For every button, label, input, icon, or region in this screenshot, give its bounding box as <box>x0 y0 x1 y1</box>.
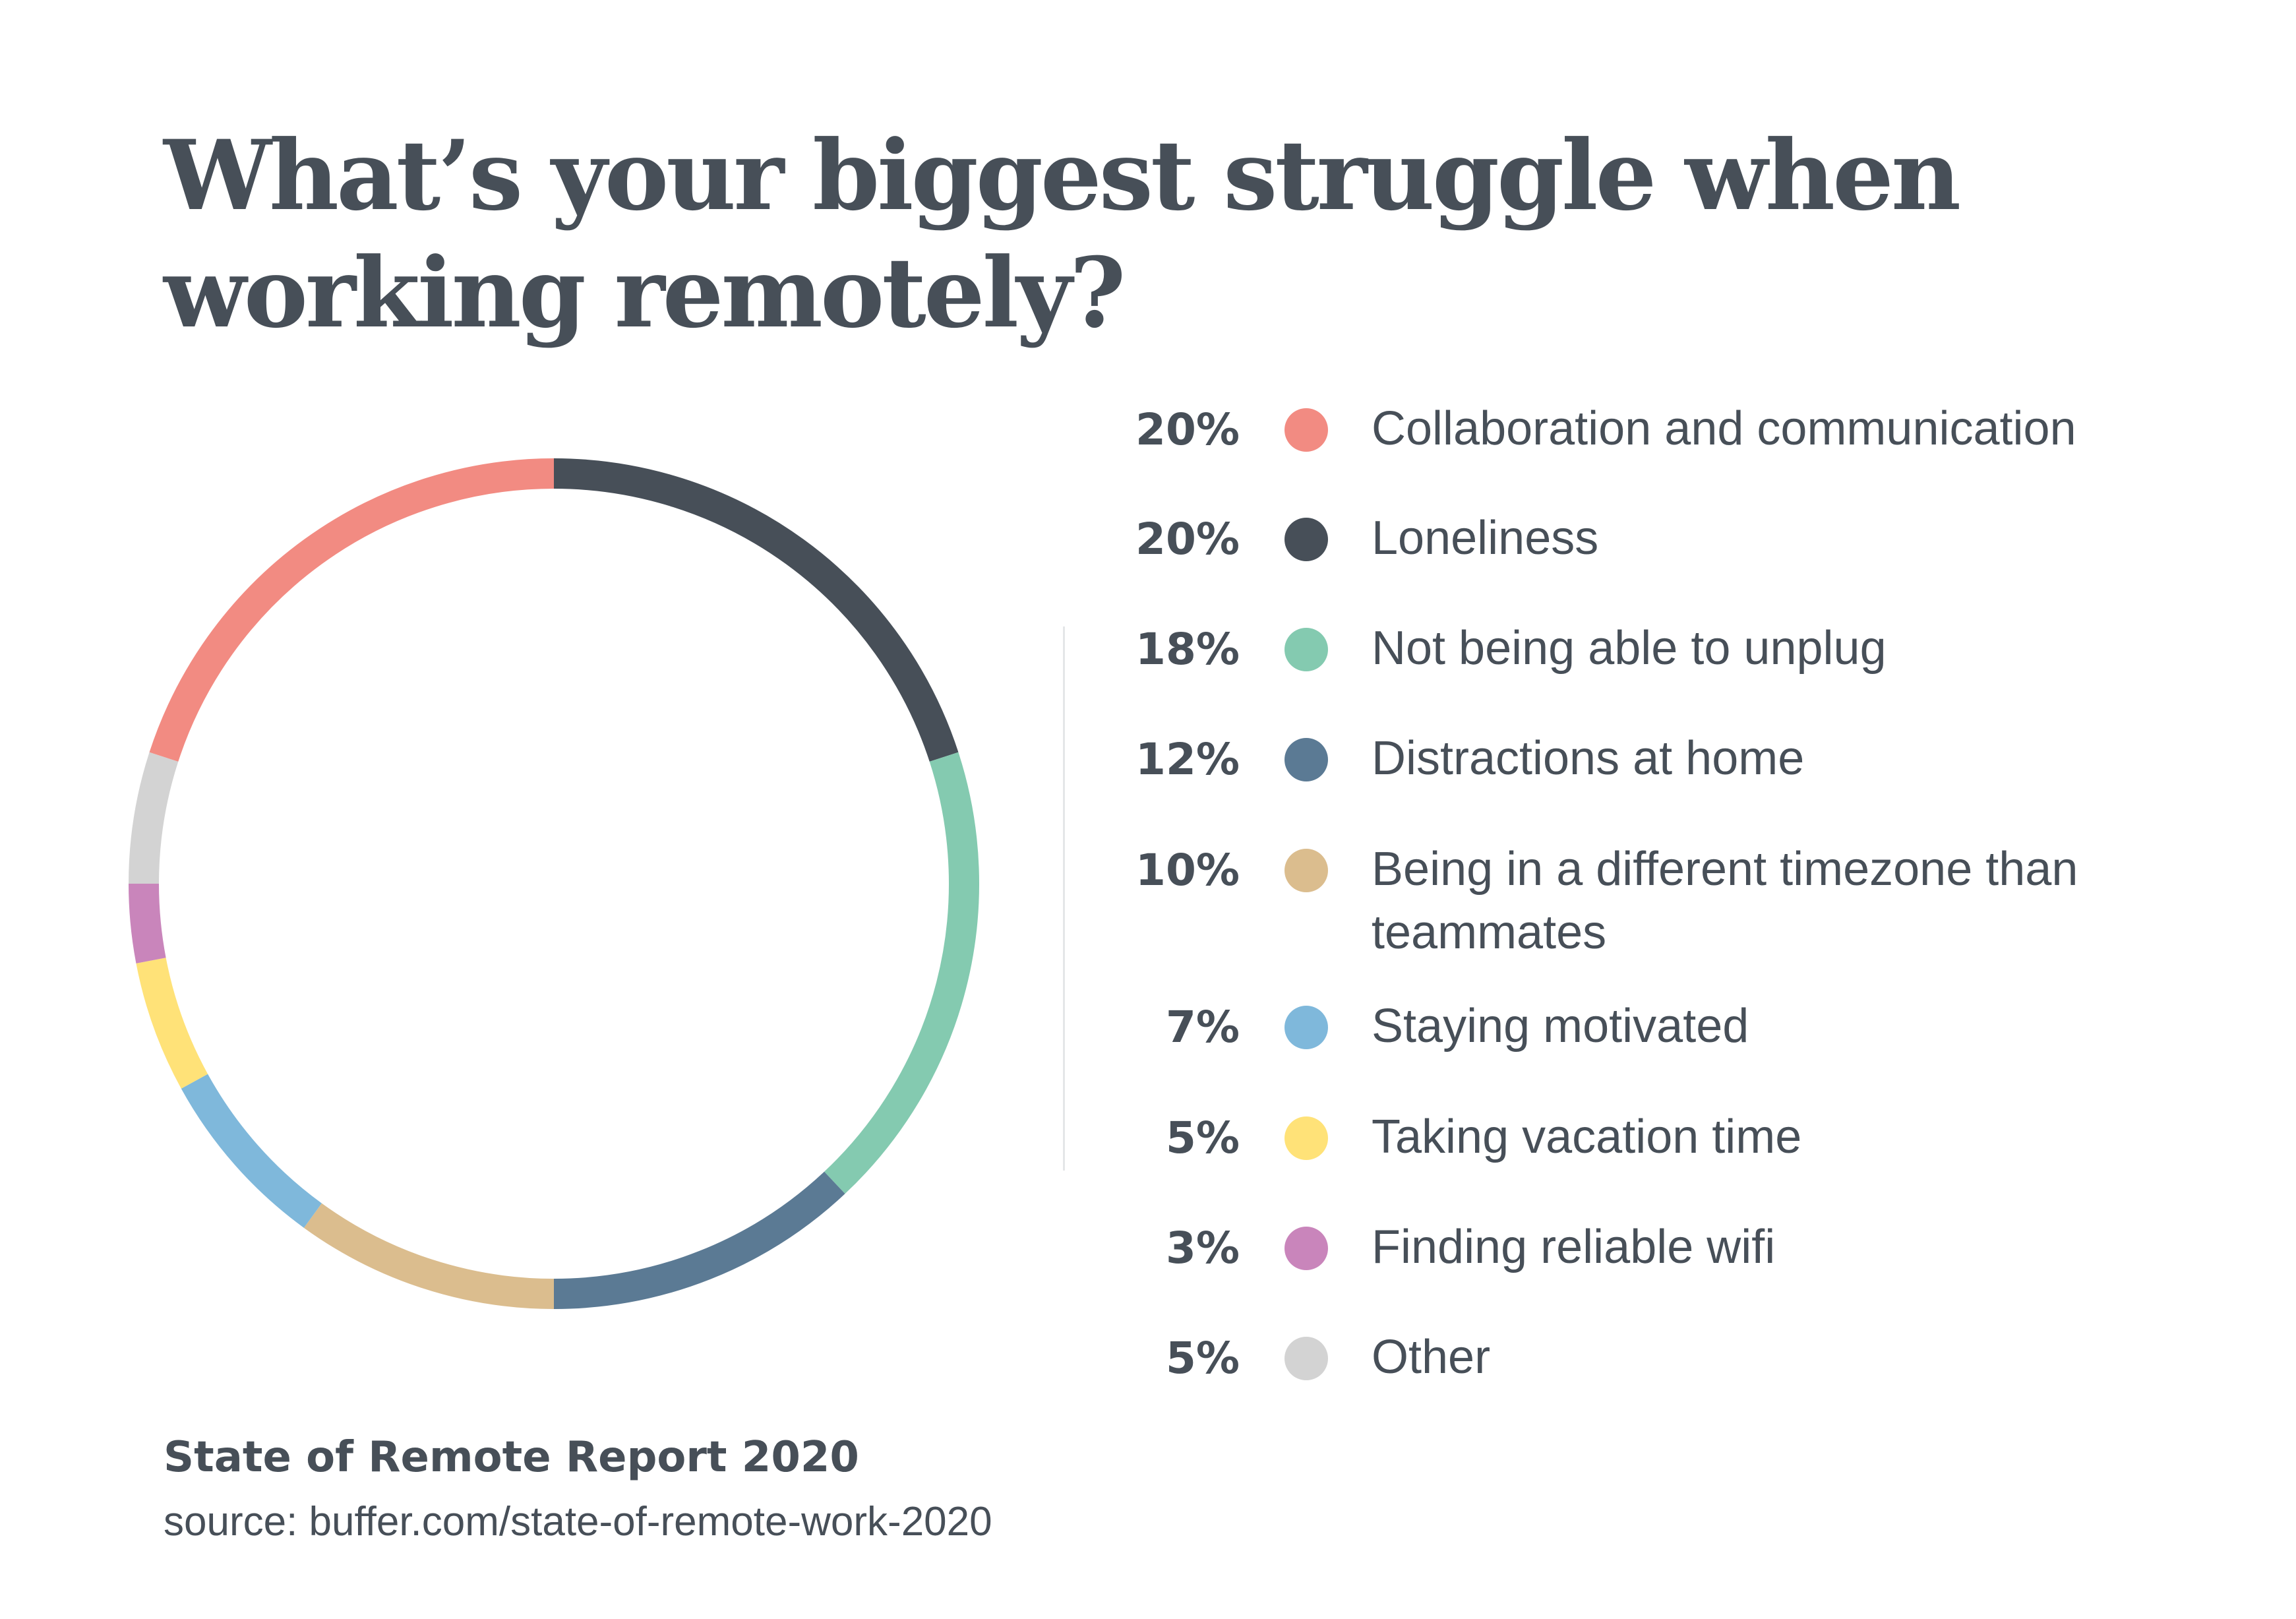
legend-label: Loneliness <box>1372 512 1599 565</box>
legend-percent: 5% <box>1165 1113 1240 1163</box>
legend-percent: 3% <box>1165 1223 1240 1273</box>
ring-segment-loneliness <box>553 458 959 762</box>
legend-color-dot <box>1284 1116 1328 1160</box>
legend-color-dot <box>1284 849 1328 892</box>
legend-color-dot <box>1284 1337 1328 1380</box>
legend-percent: 5% <box>1165 1333 1240 1384</box>
chart-title: What’s your biggest struggle when workin… <box>164 119 1961 350</box>
ring-segment-being-in-a-different-timezone-than-teammates <box>303 1203 555 1309</box>
ring-segment-finding-reliable-wifi <box>129 883 166 963</box>
legend-color-dot <box>1284 1006 1328 1049</box>
report-title: State of Remote Report 2020 <box>164 1433 859 1482</box>
source-link: source: buffer.com/state-of-remote-work-… <box>164 1499 992 1544</box>
legend-label: Being in a different timezone than teamm… <box>1372 843 2078 959</box>
legend-percent: 20% <box>1135 404 1240 455</box>
legend-percent: 10% <box>1135 845 1240 896</box>
legend-percent: 7% <box>1165 1002 1240 1053</box>
legend-label: Not being able to unplug <box>1372 622 1887 675</box>
ring-segment-other <box>129 752 179 884</box>
legend-label: Other <box>1372 1331 1491 1384</box>
ring-segments <box>129 458 979 1309</box>
legend-percent: 20% <box>1135 514 1240 565</box>
legend-color-dot <box>1284 628 1328 671</box>
divider-line <box>1063 626 1065 1171</box>
legend-percent: 12% <box>1135 734 1240 785</box>
legend-label: Staying motivated <box>1372 1000 1749 1053</box>
legend-percent: 18% <box>1135 624 1240 675</box>
ring-segment-staying-motivated <box>181 1074 322 1228</box>
legend-color-dot <box>1284 1227 1328 1270</box>
legend-label: Taking vacation time <box>1372 1111 1802 1163</box>
legend-label: Distractions at home <box>1372 732 1805 785</box>
ring-segment-taking-vacation-time <box>136 958 208 1089</box>
legend-label: Collaboration and communication <box>1372 402 2076 455</box>
ring-segment-collaboration-and-communication <box>149 458 555 762</box>
legend-label: Finding reliable wifi <box>1372 1221 1776 1273</box>
legend-color-dot <box>1284 518 1328 561</box>
legend-color-dot <box>1284 738 1328 781</box>
ring-segment-not-being-able-to-unplug <box>824 752 979 1194</box>
ring-segment-distractions-at-home <box>553 1171 845 1309</box>
legend-color-dot <box>1284 408 1328 452</box>
